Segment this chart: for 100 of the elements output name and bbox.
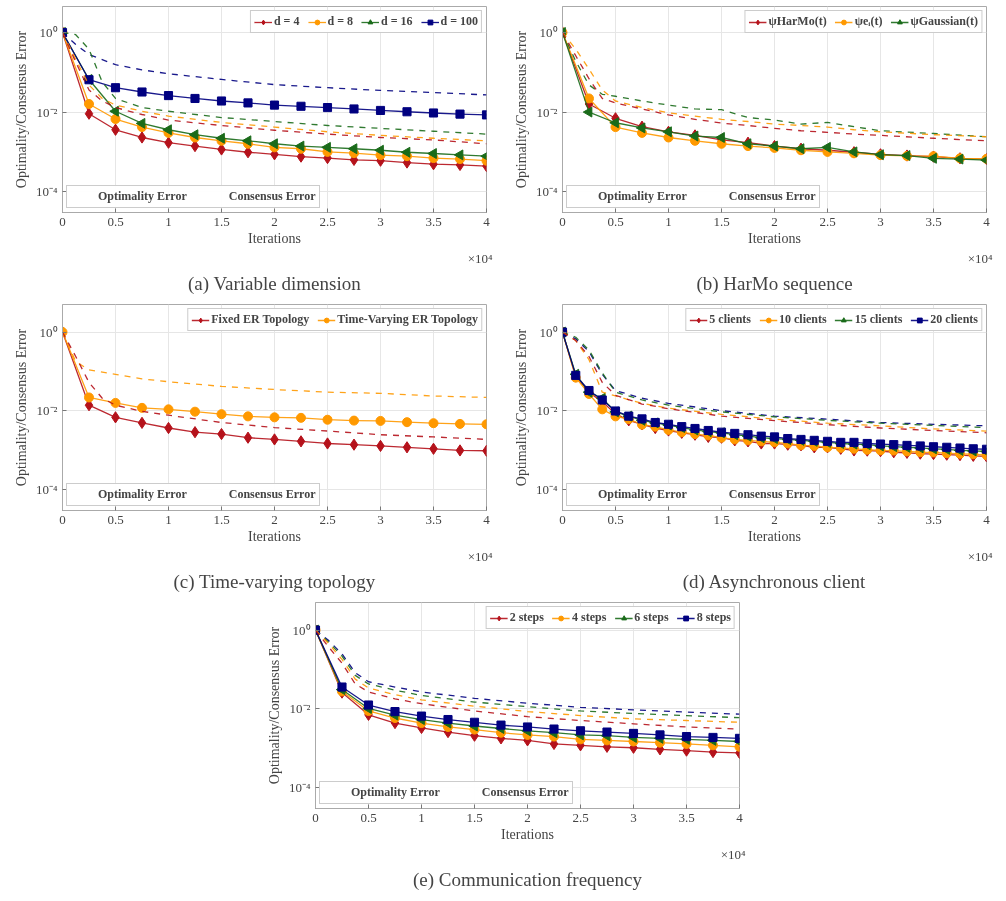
x-tick-label: 1 [418, 809, 425, 825]
legend-label: 20 clients [930, 312, 978, 327]
legend-label: ψGaussian(t) [910, 14, 978, 29]
x-tick-label: 1.5 [466, 809, 483, 825]
y-tick-label: 10⁻² [536, 104, 558, 120]
x-tick-label: 1.5 [713, 213, 730, 229]
x-tick-label: 3.5 [425, 213, 442, 229]
legend-label: d = 16 [380, 14, 413, 29]
annotation: Optimality Error [598, 189, 687, 204]
x-tick-label: 1.5 [713, 511, 730, 527]
annotation: Optimality Error [98, 487, 187, 502]
legend-label: d = 8 [327, 14, 353, 29]
x-tick-label: 1 [165, 511, 172, 527]
x-tick-label: 4 [736, 809, 744, 825]
annotation: Consensus Error [228, 189, 316, 204]
x-tick-label: 2 [771, 511, 778, 527]
x-tick-label: 2.5 [319, 511, 336, 527]
x-tick-label: 0.5 [360, 809, 377, 825]
y-tick-label: 10⁰ [539, 324, 558, 340]
legend-label: 10 clients [778, 312, 827, 327]
y-tick-label: 10⁻⁴ [288, 780, 311, 796]
x-tick-label: 0 [559, 511, 566, 527]
x-tick-label: 0.5 [107, 213, 124, 229]
annotation: Optimality Error [598, 487, 687, 502]
x-tick-label: 0.5 [107, 511, 124, 527]
x-tick-label: 3.5 [925, 213, 942, 229]
x-tick-label: 3 [630, 809, 637, 825]
x-tick-label: 2 [771, 213, 778, 229]
x-tick-label: 3.5 [678, 809, 695, 825]
x-tick-label: 0 [59, 213, 66, 229]
y-tick-label: 10⁰ [39, 25, 58, 40]
x-tick-label: 2 [271, 511, 278, 527]
y-tick-label: 10⁰ [39, 324, 58, 340]
y-tick-label: 10⁻⁴ [35, 184, 58, 200]
legend-label: 2 steps [509, 610, 544, 625]
annotation: Consensus Error [728, 487, 816, 502]
x-tick-label: 1.5 [213, 213, 230, 229]
y-tick-label: 10⁻² [36, 403, 58, 419]
legend-label: ψHarMo(t) [768, 14, 827, 29]
x-tick-label: 2.5 [572, 809, 589, 825]
x-axis-title: Iterations [248, 230, 301, 246]
legend-label: 4 steps [571, 610, 607, 625]
x-tick-label: 3.5 [425, 511, 442, 527]
legend-label: ψeᵢ(t) [854, 14, 883, 29]
text: ×10⁴ [467, 548, 493, 564]
text: (d) Asynchronous client [682, 570, 866, 593]
y-tick-label: 10⁻² [36, 104, 58, 120]
x-axis-title: Iterations [248, 528, 301, 544]
legend-label: Fixed ER Topology [211, 312, 310, 327]
x-tick-label: 3 [877, 511, 884, 527]
x-tick-label: 2 [271, 213, 278, 229]
x-axis-title: Iterations [748, 230, 801, 246]
x-tick-label: 2.5 [319, 213, 336, 229]
x-tick-label: 0.5 [607, 511, 624, 527]
x-tick-label: 1 [165, 213, 172, 229]
x-tick-label: 1 [665, 213, 672, 229]
y-tick-label: 10⁰ [292, 622, 311, 638]
x-tick-label: 3 [377, 511, 384, 527]
legend-label: d = 4 [273, 14, 300, 29]
text: (c) Time-varying topology [173, 570, 376, 593]
x-tick-label: 3.5 [925, 511, 942, 527]
x-tick-label: 1.5 [213, 511, 230, 527]
annotation: Optimality Error [98, 189, 187, 204]
x-tick-label: 4 [483, 213, 491, 229]
annotation: Optimality Error [351, 785, 440, 800]
annotation: Consensus Error [481, 785, 569, 800]
x-tick-label: 0 [312, 809, 319, 825]
legend-label: 5 clients [709, 312, 751, 327]
x-tick-label: 3 [877, 213, 884, 229]
text: (a) Variable dimension [187, 272, 362, 295]
x-tick-label: 0 [559, 213, 566, 229]
text: ×10⁴ [967, 548, 993, 564]
x-tick-label: 4 [983, 213, 991, 229]
legend-label: d = 100 [440, 14, 478, 29]
y-axis-title: Optimality/Consensus Error [513, 30, 529, 189]
y-axis-title: Optimality/Consensus Error [13, 30, 29, 189]
x-tick-label: 0.5 [607, 213, 624, 229]
y-axis-title: Optimality/Consensus Error [266, 626, 282, 785]
legend-label: 8 steps [696, 610, 731, 625]
annotation: Consensus Error [228, 487, 316, 502]
y-axis-title: Optimality/Consensus Error [513, 328, 529, 487]
x-tick-label: 4 [483, 511, 491, 527]
y-tick-label: 10⁻⁴ [535, 184, 558, 200]
x-tick-label: 2.5 [819, 213, 836, 229]
text: ×10⁴ [967, 250, 993, 266]
annotation: Consensus Error [728, 189, 816, 204]
legend-label: 6 steps [634, 610, 669, 625]
y-tick-label: 10⁰ [539, 25, 558, 40]
x-tick-label: 2.5 [819, 511, 836, 527]
y-axis-title: Optimality/Consensus Error [13, 328, 29, 487]
x-axis-title: Iterations [501, 826, 554, 842]
text: (e) Communication frequency [413, 868, 643, 891]
legend-label: 15 clients [854, 312, 903, 327]
x-tick-label: 1 [665, 511, 672, 527]
y-tick-label: 10⁻² [536, 403, 558, 419]
x-tick-label: 4 [983, 511, 991, 527]
text: (b) HarMo sequence [696, 272, 853, 295]
y-tick-label: 10⁻⁴ [535, 482, 558, 498]
text: ×10⁴ [720, 846, 746, 862]
x-tick-label: 3 [377, 213, 384, 229]
